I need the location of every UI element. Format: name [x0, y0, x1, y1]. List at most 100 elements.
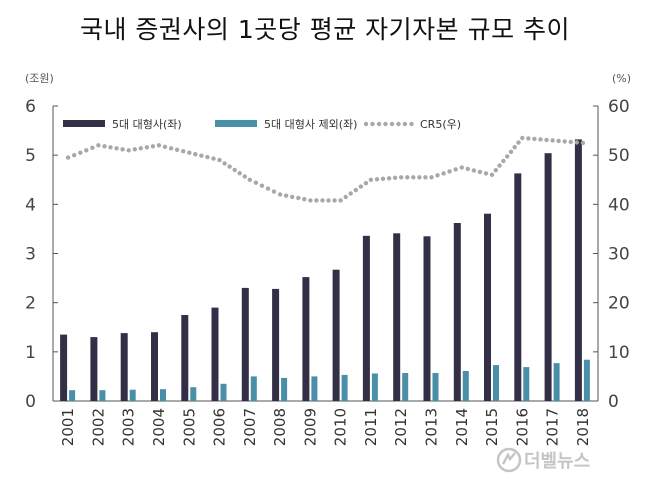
x-tick-label: 2010: [332, 408, 350, 446]
cr5-dot: [580, 140, 586, 146]
cr5-dot: [501, 158, 506, 164]
cr5-dot: [283, 193, 289, 198]
cr5-dot: [343, 194, 348, 200]
bar-others: [99, 390, 106, 401]
x-tick-label: 2014: [453, 408, 471, 446]
bar-others: [523, 367, 530, 401]
x-tick-label: 2007: [241, 408, 259, 446]
left-tick-label: 3: [25, 245, 36, 265]
cr5-dot: [348, 191, 353, 196]
bar-others: [311, 376, 318, 401]
bar-big5: [120, 333, 128, 401]
legend-label-big5: 5대 대형사(좌): [112, 118, 182, 131]
bars: [60, 139, 590, 401]
left-axis-unit: (조원): [25, 72, 54, 85]
cr5-dot: [574, 140, 579, 145]
cr5-dot: [358, 184, 363, 189]
cr5-dot: [242, 174, 247, 179]
right-tick-label: 60: [608, 97, 630, 117]
left-tick-label: 2: [25, 294, 36, 314]
legend: 5대 대형사(좌) 5대 대형사 제외(좌) CR5(우): [63, 118, 461, 131]
legend-dot: [396, 121, 401, 127]
watermark: 더벨뉴스: [496, 447, 590, 473]
bar-others: [341, 374, 348, 401]
bar-big5: [181, 315, 189, 401]
x-tick-label: 2013: [423, 408, 441, 446]
cr5-dot: [423, 175, 428, 180]
right-tick-label: 50: [608, 146, 630, 166]
x-tick-label: 2009: [301, 408, 319, 446]
bar-others: [250, 376, 257, 401]
bar-others: [462, 371, 469, 401]
cr5-dot: [459, 165, 464, 170]
cr5-dot: [78, 150, 83, 155]
cr5-dot: [520, 135, 525, 141]
cr5-dot: [72, 153, 77, 158]
legend-dot: [383, 121, 388, 127]
cr5-dot: [332, 198, 337, 203]
bar-others: [69, 390, 76, 401]
cr5-dot: [353, 187, 358, 193]
bar-others: [160, 389, 166, 401]
cr5-dot: [271, 189, 277, 194]
cr5-dot: [84, 148, 89, 153]
cr5-dot: [505, 154, 510, 159]
legend-label-others: 5대 대형사 제외(좌): [264, 118, 357, 131]
cr5-dot: [126, 148, 131, 153]
bar-big5: [332, 269, 340, 401]
right-tick-label: 30: [608, 245, 630, 265]
bar-big5: [423, 236, 431, 401]
cr5-dot: [392, 175, 398, 180]
cr5-dot: [363, 181, 369, 186]
cr5-dot: [132, 147, 137, 152]
cr5-dot: [150, 144, 156, 149]
cr5-dot: [465, 166, 470, 172]
bar-others: [493, 365, 499, 401]
cr5-dot: [277, 192, 283, 197]
cr5-dot: [199, 153, 204, 158]
legend-dot: [402, 121, 408, 127]
cr5-dot: [483, 171, 489, 176]
bar-big5: [60, 334, 68, 401]
bar-big5: [302, 277, 310, 401]
cr5-dot: [253, 180, 259, 185]
bar-big5: [151, 332, 158, 401]
cr5-dot: [102, 144, 107, 149]
cr5-dot: [326, 198, 331, 203]
bar-big5: [393, 233, 401, 401]
cr5-dot: [405, 175, 410, 180]
cr5-dot: [544, 137, 549, 143]
cr5-dot: [314, 198, 319, 203]
cr5-dot: [296, 195, 301, 201]
cr5-dot: [259, 183, 265, 188]
bar-big5: [484, 213, 491, 401]
cr5-dot: [193, 152, 198, 157]
right-tick-label: 40: [608, 195, 630, 215]
cr5-dot: [386, 176, 392, 181]
x-tick-label: 2005: [180, 408, 198, 446]
cr5-dot: [247, 177, 252, 182]
cr5-dot: [227, 164, 232, 169]
cr5-dot: [265, 186, 271, 191]
cr5-dot: [441, 171, 446, 176]
bar-others: [371, 373, 378, 401]
legend-dot: [376, 121, 382, 127]
cr5-dot: [497, 163, 502, 168]
cr5-dot: [162, 144, 168, 149]
bar-big5: [362, 235, 370, 401]
cr5-dot: [144, 145, 150, 150]
cr5-dot: [399, 175, 404, 180]
x-tick-label: 2008: [271, 408, 289, 446]
left-tick-label: 6: [25, 97, 36, 117]
x-tick-label: 2016: [513, 408, 531, 446]
bar-others: [553, 363, 560, 401]
cr5-dot: [435, 173, 440, 178]
cr5-dot: [489, 172, 495, 177]
right-tick-label: 20: [608, 294, 630, 314]
cr5-dot: [302, 197, 307, 202]
bar-others: [402, 373, 409, 401]
cr5-dot: [138, 146, 143, 151]
cr5-dot: [447, 169, 452, 174]
cr5-dot: [308, 198, 313, 203]
bar-big5: [90, 337, 98, 401]
